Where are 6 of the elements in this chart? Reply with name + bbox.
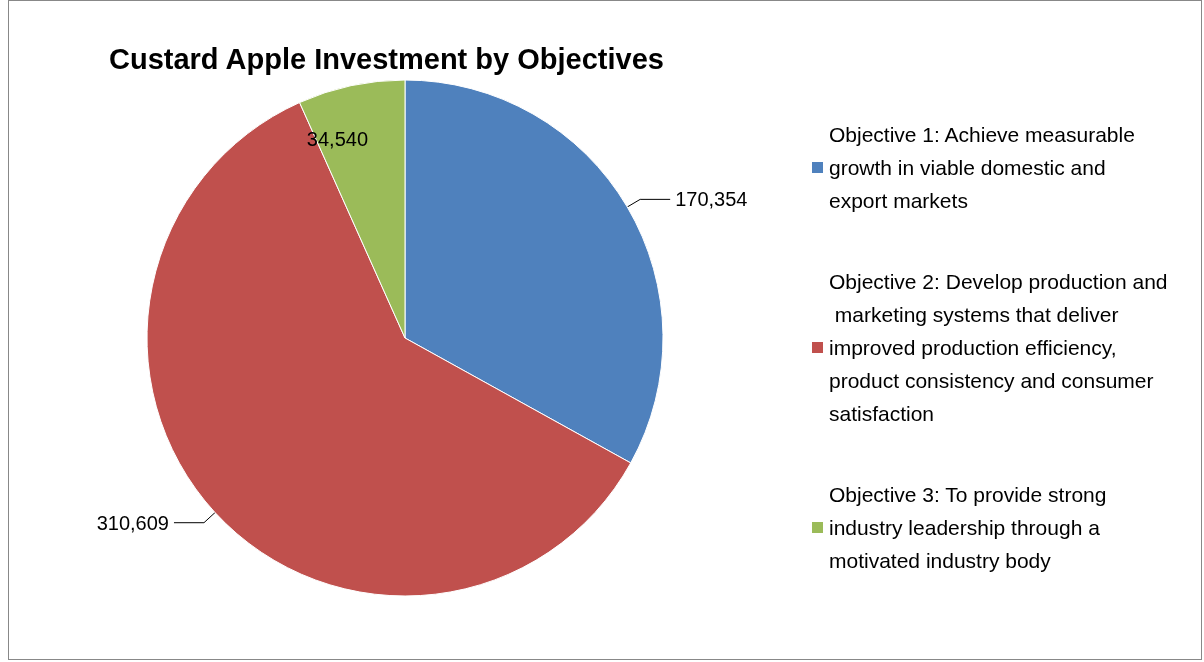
chart-title: Custard Apple Investment by Objectives <box>109 42 664 75</box>
data-label: 170,354 <box>675 188 748 211</box>
legend-label: Objective 3: To provide strong industry leadership through a motivated industry body <box>829 483 1113 572</box>
legend-label: Objective 2: Develop production and marketing systems that deliver improved production efficiency, product consistency and consumer satisfaction <box>829 270 1168 425</box>
data-label: 310,609 <box>96 511 169 534</box>
legend-label: Objective 1: Achieve measurable growth in viable domestic and export markets <box>829 123 1141 212</box>
